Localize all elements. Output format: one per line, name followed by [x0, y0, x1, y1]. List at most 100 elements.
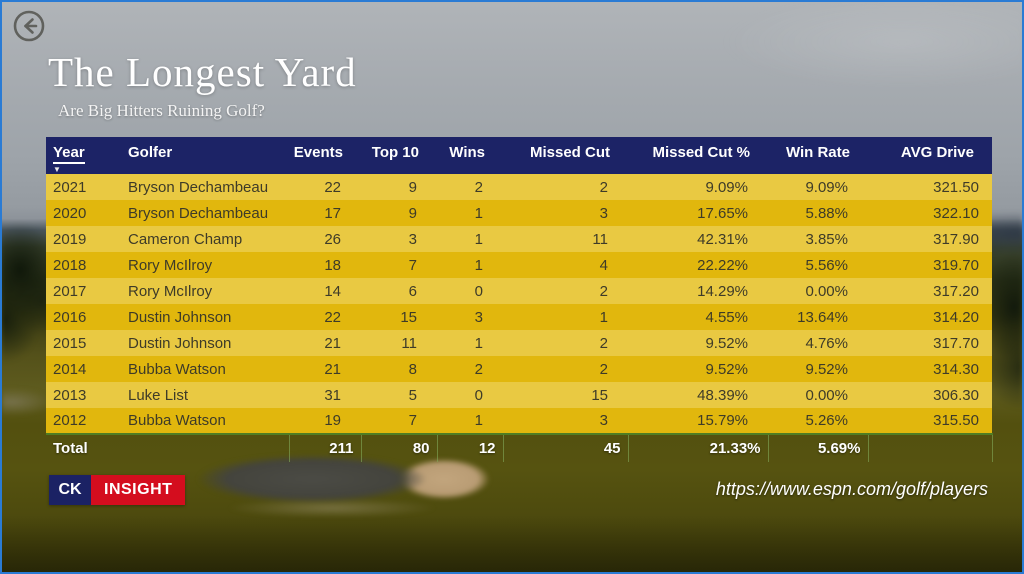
cell-missed-cut[interactable]: 2 — [503, 356, 628, 382]
cell-avg-drive[interactable]: 314.20 — [868, 304, 992, 330]
cell-top-10[interactable]: 7 — [361, 252, 437, 278]
cell-events[interactable]: 21 — [289, 330, 361, 356]
cell-avg-drive[interactable]: 321.50 — [868, 174, 992, 200]
table-row-2016[interactable]: 2016 Dustin Johnson 22 15 3 1 4.55% 13.64% 314.2… — [46, 304, 992, 330]
column-header-avg-drive[interactable]: AVG Drive — [868, 137, 992, 174]
cell-avg-drive[interactable]: 315.50 — [868, 408, 992, 434]
column-header-events[interactable]: Events — [289, 137, 361, 174]
cell-win-rate[interactable]: 0.00% — [768, 278, 868, 304]
cell-avg-drive[interactable]: 319.70 — [868, 252, 992, 278]
cell-year[interactable]: 2016 — [46, 304, 121, 330]
cell-top-10[interactable]: 15 — [361, 304, 437, 330]
cell-wins[interactable]: 0 — [437, 278, 503, 304]
table-row-2017[interactable]: 2017 Rory McIlroy 14 6 0 2 14.29% 0.00% 317.20 — [46, 278, 992, 304]
cell-events[interactable]: 19 — [289, 408, 361, 434]
cell-missed-cut[interactable]: 42.31% — [628, 226, 768, 252]
cell-win-rate[interactable]: 3.85% — [768, 226, 868, 252]
cell-golfer[interactable]: Rory McIlroy — [121, 252, 289, 278]
table-row-2013[interactable]: 2013 Luke List 31 5 0 15 48.39% 0.00% 306.30 — [46, 382, 992, 408]
cell-wins[interactable]: 2 — [437, 356, 503, 382]
cell-year[interactable]: 2020 — [46, 200, 121, 226]
column-header-win-rate[interactable]: Win Rate — [768, 137, 868, 174]
cell-win-rate[interactable]: 9.09% — [768, 174, 868, 200]
cell-events[interactable]: 31 — [289, 382, 361, 408]
cell-avg-drive[interactable]: 306.30 — [868, 382, 992, 408]
cell-win-rate[interactable]: 5.88% — [768, 200, 868, 226]
cell-avg-drive[interactable]: 317.90 — [868, 226, 992, 252]
cell-missed-cut[interactable]: 15.79% — [628, 408, 768, 434]
cell-missed-cut[interactable]: 2 — [503, 330, 628, 356]
cell-events[interactable]: 22 — [289, 304, 361, 330]
cell-wins[interactable]: 3 — [437, 304, 503, 330]
cell-events[interactable]: 14 — [289, 278, 361, 304]
cell-top-10[interactable]: 8 — [361, 356, 437, 382]
column-header-wins[interactable]: Wins — [437, 137, 503, 174]
cell-missed-cut[interactable]: 2 — [503, 174, 628, 200]
cell-top-10[interactable]: 9 — [361, 200, 437, 226]
cell-missed-cut[interactable]: 3 — [503, 200, 628, 226]
column-header-golfer[interactable]: Golfer — [121, 137, 289, 174]
cell-top-10[interactable]: 9 — [361, 174, 437, 200]
cell-golfer[interactable]: Dustin Johnson — [121, 304, 289, 330]
cell-avg-drive[interactable]: 317.70 — [868, 330, 992, 356]
cell-events[interactable]: 22 — [289, 174, 361, 200]
cell-missed-cut[interactable]: 14.29% — [628, 278, 768, 304]
cell-golfer[interactable]: Bubba Watson — [121, 408, 289, 434]
column-header-year[interactable]: Year ▼ — [46, 137, 121, 174]
cell-year[interactable]: 2019 — [46, 226, 121, 252]
cell-missed-cut[interactable]: 1 — [503, 304, 628, 330]
cell-missed-cut[interactable]: 15 — [503, 382, 628, 408]
cell-events[interactable]: 17 — [289, 200, 361, 226]
cell-missed-cut[interactable]: 11 — [503, 226, 628, 252]
cell-win-rate[interactable]: 5.26% — [768, 408, 868, 434]
cell-top-10[interactable]: 3 — [361, 226, 437, 252]
cell-wins[interactable]: 1 — [437, 330, 503, 356]
cell-win-rate[interactable]: 5.56% — [768, 252, 868, 278]
table-row-2012[interactable]: 2012 Bubba Watson 19 7 1 3 15.79% 5.26% 315.50 — [46, 408, 992, 434]
cell-wins[interactable]: 0 — [437, 382, 503, 408]
cell-golfer[interactable]: Cameron Champ — [121, 226, 289, 252]
cell-missed-cut[interactable]: 48.39% — [628, 382, 768, 408]
back-button[interactable] — [12, 9, 46, 43]
cell-year[interactable]: 2012 — [46, 408, 121, 434]
cell-avg-drive[interactable]: 317.20 — [868, 278, 992, 304]
table-row-2019[interactable]: 2019 Cameron Champ 26 3 1 11 42.31% 3.85% 317.90 — [46, 226, 992, 252]
cell-wins[interactable]: 1 — [437, 226, 503, 252]
column-header-missed-cut[interactable]: Missed Cut — [503, 137, 628, 174]
cell-win-rate[interactable]: 9.52% — [768, 356, 868, 382]
table-row-2020[interactable]: 2020 Bryson Dechambeau 17 9 1 3 17.65% 5.88% 322… — [46, 200, 992, 226]
cell-wins[interactable]: 1 — [437, 200, 503, 226]
cell-missed-cut[interactable]: 2 — [503, 278, 628, 304]
cell-win-rate[interactable]: 0.00% — [768, 382, 868, 408]
cell-top-10[interactable]: 6 — [361, 278, 437, 304]
cell-missed-cut[interactable]: 17.65% — [628, 200, 768, 226]
cell-missed-cut[interactable]: 4 — [503, 252, 628, 278]
cell-year[interactable]: 2013 — [46, 382, 121, 408]
table-row-2021[interactable]: 2021 Bryson Dechambeau 22 9 2 2 9.09% 9.09% 321.… — [46, 174, 992, 200]
cell-missed-cut[interactable]: 9.52% — [628, 356, 768, 382]
cell-missed-cut[interactable]: 4.55% — [628, 304, 768, 330]
cell-wins[interactable]: 2 — [437, 174, 503, 200]
cell-events[interactable]: 26 — [289, 226, 361, 252]
table-row-2018[interactable]: 2018 Rory McIlroy 18 7 1 4 22.22% 5.56% 319.70 — [46, 252, 992, 278]
cell-golfer[interactable]: Bryson Dechambeau — [121, 200, 289, 226]
cell-year[interactable]: 2015 — [46, 330, 121, 356]
cell-events[interactable]: 21 — [289, 356, 361, 382]
cell-top-10[interactable]: 11 — [361, 330, 437, 356]
cell-year[interactable]: 2021 — [46, 174, 121, 200]
cell-missed-cut[interactable]: 3 — [503, 408, 628, 434]
cell-win-rate[interactable]: 4.76% — [768, 330, 868, 356]
cell-year[interactable]: 2017 — [46, 278, 121, 304]
cell-avg-drive[interactable]: 322.10 — [868, 200, 992, 226]
cell-wins[interactable]: 1 — [437, 408, 503, 434]
table-row-2015[interactable]: 2015 Dustin Johnson 21 11 1 2 9.52% 4.76% 317.70 — [46, 330, 992, 356]
cell-missed-cut[interactable]: 9.09% — [628, 174, 768, 200]
cell-golfer[interactable]: Rory McIlroy — [121, 278, 289, 304]
cell-golfer[interactable]: Bubba Watson — [121, 356, 289, 382]
cell-golfer[interactable]: Dustin Johnson — [121, 330, 289, 356]
column-header-missed-cut[interactable]: Missed Cut % — [628, 137, 768, 174]
cell-year[interactable]: 2014 — [46, 356, 121, 382]
cell-win-rate[interactable]: 13.64% — [768, 304, 868, 330]
cell-golfer[interactable]: Luke List — [121, 382, 289, 408]
table-row-2014[interactable]: 2014 Bubba Watson 21 8 2 2 9.52% 9.52% 314.30 — [46, 356, 992, 382]
